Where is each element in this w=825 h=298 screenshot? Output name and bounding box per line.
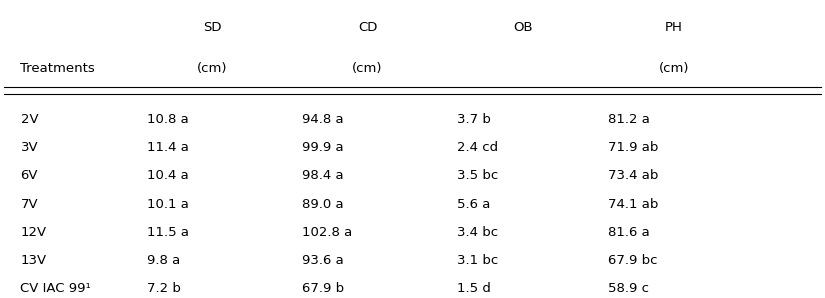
Text: 12V: 12V [21, 226, 47, 239]
Text: 3V: 3V [21, 141, 38, 154]
Text: (cm): (cm) [352, 62, 383, 74]
Text: 10.1 a: 10.1 a [147, 198, 189, 211]
Text: 9.8 a: 9.8 a [147, 254, 181, 267]
Text: Treatments: Treatments [21, 62, 95, 74]
Text: 11.5 a: 11.5 a [147, 226, 189, 239]
Text: 99.9 a: 99.9 a [302, 141, 344, 154]
Text: 1.5 d: 1.5 d [457, 283, 492, 295]
Text: 93.6 a: 93.6 a [302, 254, 344, 267]
Text: 11.4 a: 11.4 a [147, 141, 189, 154]
Text: 7.2 b: 7.2 b [147, 283, 181, 295]
Text: OB: OB [513, 21, 533, 34]
Text: PH: PH [665, 21, 683, 34]
Text: CD: CD [358, 21, 377, 34]
Text: 102.8 a: 102.8 a [302, 226, 352, 239]
Text: 10.8 a: 10.8 a [147, 113, 189, 126]
Text: 3.7 b: 3.7 b [457, 113, 492, 126]
Text: 81.6 a: 81.6 a [609, 226, 650, 239]
Text: 3.5 bc: 3.5 bc [457, 170, 498, 182]
Text: 58.9 c: 58.9 c [609, 283, 649, 295]
Text: 2V: 2V [21, 113, 38, 126]
Text: SD: SD [203, 21, 222, 34]
Text: 94.8 a: 94.8 a [302, 113, 344, 126]
Text: 6V: 6V [21, 170, 38, 182]
Text: CV IAC 99¹: CV IAC 99¹ [21, 283, 92, 295]
Text: 74.1 ab: 74.1 ab [609, 198, 659, 211]
Text: 3.1 bc: 3.1 bc [457, 254, 498, 267]
Text: 10.4 a: 10.4 a [147, 170, 189, 182]
Text: 67.9 bc: 67.9 bc [609, 254, 658, 267]
Text: 98.4 a: 98.4 a [302, 170, 344, 182]
Text: 67.9 b: 67.9 b [302, 283, 344, 295]
Text: 3.4 bc: 3.4 bc [457, 226, 498, 239]
Text: 71.9 ab: 71.9 ab [609, 141, 659, 154]
Text: (cm): (cm) [658, 62, 689, 74]
Text: 73.4 ab: 73.4 ab [609, 170, 659, 182]
Text: 7V: 7V [21, 198, 38, 211]
Text: 5.6 a: 5.6 a [457, 198, 491, 211]
Text: 13V: 13V [21, 254, 47, 267]
Text: (cm): (cm) [197, 62, 228, 74]
Text: 89.0 a: 89.0 a [302, 198, 344, 211]
Text: 81.2 a: 81.2 a [609, 113, 650, 126]
Text: 2.4 cd: 2.4 cd [457, 141, 498, 154]
